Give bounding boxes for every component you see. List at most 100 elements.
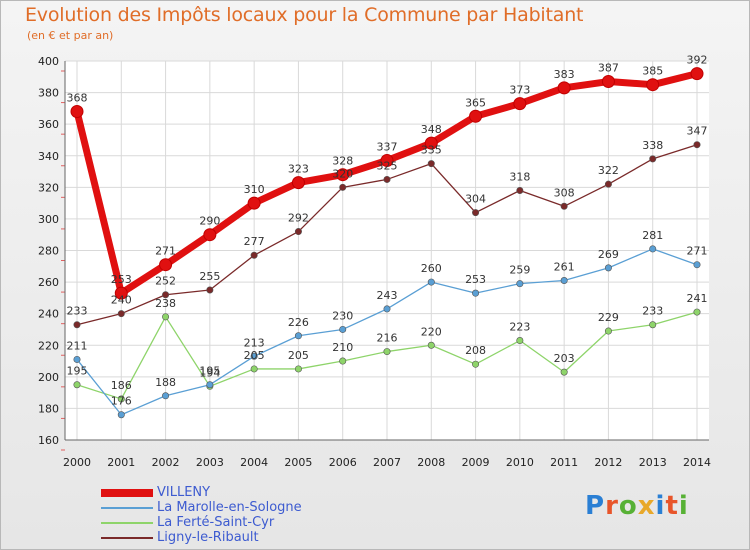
- data-label: 233: [642, 305, 663, 318]
- data-point: [383, 175, 391, 183]
- data-point: [73, 321, 81, 329]
- data-label: 318: [509, 170, 530, 183]
- data-point: [604, 327, 612, 335]
- x-tick-label: 2009: [462, 456, 490, 469]
- y-tick-label: 340: [38, 150, 59, 163]
- data-label: 230: [332, 309, 353, 322]
- data-point: [649, 245, 657, 253]
- y-tick-label: 380: [38, 87, 59, 100]
- data-point: [294, 332, 302, 340]
- legend-item: La Marolle-en-Sologne: [101, 500, 302, 515]
- data-label: 255: [199, 270, 220, 283]
- data-point: [294, 365, 302, 373]
- data-label: 233: [67, 305, 88, 318]
- proxiti-logo: Proxiti: [585, 491, 689, 521]
- legend-swatch: [101, 488, 153, 497]
- legend-label: La Ferté-Saint-Cyr: [157, 515, 275, 530]
- logo-letter: r: [605, 491, 619, 521]
- data-point: [162, 291, 170, 299]
- data-point: [73, 381, 81, 389]
- data-point: [560, 202, 568, 210]
- data-point: [604, 264, 612, 272]
- data-label: 205: [288, 349, 309, 362]
- x-tick-label: 2001: [107, 456, 135, 469]
- data-label: 281: [642, 229, 663, 242]
- data-point: [206, 286, 214, 294]
- data-point: [560, 277, 568, 285]
- legend-label: VILLENY: [157, 485, 211, 500]
- data-label: 259: [509, 264, 530, 277]
- data-point: [250, 365, 258, 373]
- chart-subtitle: (en € et par an): [27, 29, 114, 42]
- data-label: 337: [377, 140, 398, 153]
- x-tick-label: 2013: [639, 456, 667, 469]
- x-tick-label: 2008: [417, 456, 445, 469]
- data-point: [560, 368, 568, 376]
- data-point: [649, 321, 657, 329]
- y-tick-label: 360: [38, 118, 59, 131]
- data-label: 211: [67, 339, 88, 352]
- data-point: [472, 209, 480, 217]
- data-label: 210: [332, 341, 353, 354]
- data-label: 194: [199, 366, 220, 379]
- data-point: [291, 176, 305, 190]
- series-la-marolle-en-sologne: [73, 245, 701, 419]
- data-point: [516, 337, 524, 345]
- axes: 160 180 200 220 240 260 280 300 320 340 360 380 400 2…: [38, 55, 711, 469]
- data-point: [469, 109, 483, 123]
- data-point: [472, 360, 480, 368]
- series-ligny-le-ribault: [73, 141, 701, 329]
- data-point: [516, 186, 524, 194]
- data-label: 186: [111, 379, 132, 392]
- x-tick-label: 2014: [683, 456, 711, 469]
- y-tick-label: 260: [38, 276, 59, 289]
- data-point: [162, 313, 170, 321]
- y-tick-label: 280: [38, 245, 59, 258]
- legend-label: La Marolle-en-Sologne: [157, 500, 302, 515]
- x-tick-label: 2012: [594, 456, 622, 469]
- data-labels: 233 240 252 255 277 292 320 325 335 304 318 308 322 3…: [67, 54, 708, 408]
- series-layer: [70, 67, 704, 419]
- x-tick-label: 2011: [550, 456, 578, 469]
- data-point: [427, 341, 435, 349]
- data-label: 269: [598, 248, 619, 261]
- data-point: [693, 261, 701, 269]
- data-label: 238: [155, 297, 176, 310]
- y-tick-label: 400: [38, 55, 59, 68]
- data-point: [250, 251, 258, 259]
- data-point: [117, 310, 125, 318]
- data-label: 176: [111, 395, 132, 408]
- data-label: 348: [421, 123, 442, 136]
- data-point: [693, 308, 701, 316]
- data-label: 368: [67, 92, 88, 105]
- data-point: [383, 348, 391, 356]
- data-label: 373: [509, 84, 530, 97]
- data-point: [117, 411, 125, 419]
- series-villeny: [70, 67, 704, 300]
- data-point: [159, 258, 173, 272]
- data-label: 188: [155, 376, 176, 389]
- x-tick-label: 2004: [240, 456, 268, 469]
- x-tick-label: 2002: [152, 456, 180, 469]
- data-label: 203: [554, 352, 575, 365]
- x-tick-label: 2006: [329, 456, 357, 469]
- data-point: [427, 160, 435, 168]
- data-point: [557, 81, 571, 95]
- data-label: 338: [642, 139, 663, 152]
- data-label: 325: [377, 159, 398, 172]
- data-point: [646, 78, 660, 92]
- data-label: 365: [465, 96, 486, 109]
- data-label: 253: [111, 273, 132, 286]
- y-tick-label: 220: [38, 339, 59, 352]
- data-label: 323: [288, 163, 309, 176]
- data-point: [513, 97, 527, 111]
- data-label: 220: [421, 325, 442, 338]
- data-label: 240: [111, 294, 132, 307]
- data-point: [203, 228, 217, 242]
- data-point: [424, 136, 438, 150]
- data-label: 292: [288, 212, 309, 225]
- data-point: [690, 67, 704, 81]
- x-tick-label: 2010: [506, 456, 534, 469]
- data-label: 253: [465, 273, 486, 286]
